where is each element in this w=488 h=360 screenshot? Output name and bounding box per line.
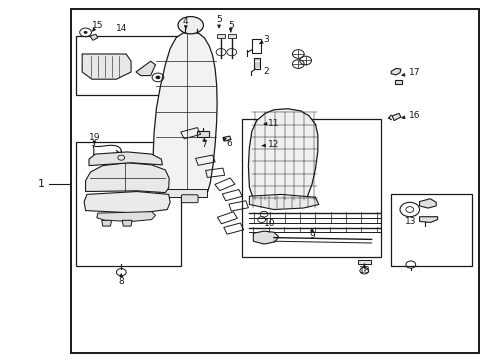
Bar	[242, 119, 381, 257]
Bar	[254, 58, 260, 69]
Polygon shape	[102, 220, 111, 226]
Text: 2: 2	[263, 68, 269, 77]
FancyBboxPatch shape	[181, 195, 198, 203]
Polygon shape	[391, 113, 400, 121]
Text: 1: 1	[38, 179, 45, 189]
Bar	[217, 34, 224, 38]
Text: 15: 15	[92, 21, 103, 30]
Polygon shape	[89, 152, 162, 166]
Text: 18: 18	[358, 266, 369, 275]
Ellipse shape	[178, 17, 203, 34]
Polygon shape	[253, 231, 278, 244]
Text: 17: 17	[408, 68, 420, 77]
Bar	[76, 142, 181, 266]
Polygon shape	[97, 212, 155, 221]
Polygon shape	[82, 54, 131, 79]
Polygon shape	[394, 80, 401, 84]
Text: 6: 6	[225, 139, 231, 148]
Bar	[197, 131, 208, 137]
Polygon shape	[390, 68, 400, 75]
Text: 10: 10	[264, 219, 275, 228]
Text: 5: 5	[227, 21, 233, 30]
Text: 12: 12	[267, 140, 279, 149]
Text: 14: 14	[115, 24, 127, 33]
Bar	[76, 36, 181, 95]
Bar	[252, 39, 261, 53]
Polygon shape	[85, 163, 169, 193]
Text: 8: 8	[118, 277, 124, 286]
Text: 3: 3	[263, 35, 269, 44]
Polygon shape	[90, 34, 98, 40]
Polygon shape	[248, 109, 317, 204]
Bar	[227, 34, 235, 38]
Polygon shape	[249, 194, 318, 210]
Polygon shape	[419, 217, 437, 222]
Polygon shape	[419, 199, 435, 208]
Polygon shape	[136, 61, 155, 76]
Circle shape	[155, 76, 160, 79]
Text: 11: 11	[267, 118, 279, 127]
Text: 4: 4	[183, 17, 188, 26]
Polygon shape	[223, 136, 230, 141]
Text: 5: 5	[216, 15, 222, 24]
Text: 19: 19	[88, 133, 100, 142]
Text: 7: 7	[201, 140, 207, 149]
Bar	[357, 260, 370, 264]
Bar	[159, 189, 206, 197]
Polygon shape	[84, 192, 170, 213]
Bar	[390, 194, 471, 266]
Polygon shape	[122, 220, 132, 226]
Text: 16: 16	[408, 111, 420, 120]
Bar	[71, 9, 478, 353]
Text: 9: 9	[308, 231, 314, 240]
Circle shape	[83, 31, 87, 34]
Text: 13: 13	[404, 217, 416, 226]
Polygon shape	[153, 32, 217, 196]
